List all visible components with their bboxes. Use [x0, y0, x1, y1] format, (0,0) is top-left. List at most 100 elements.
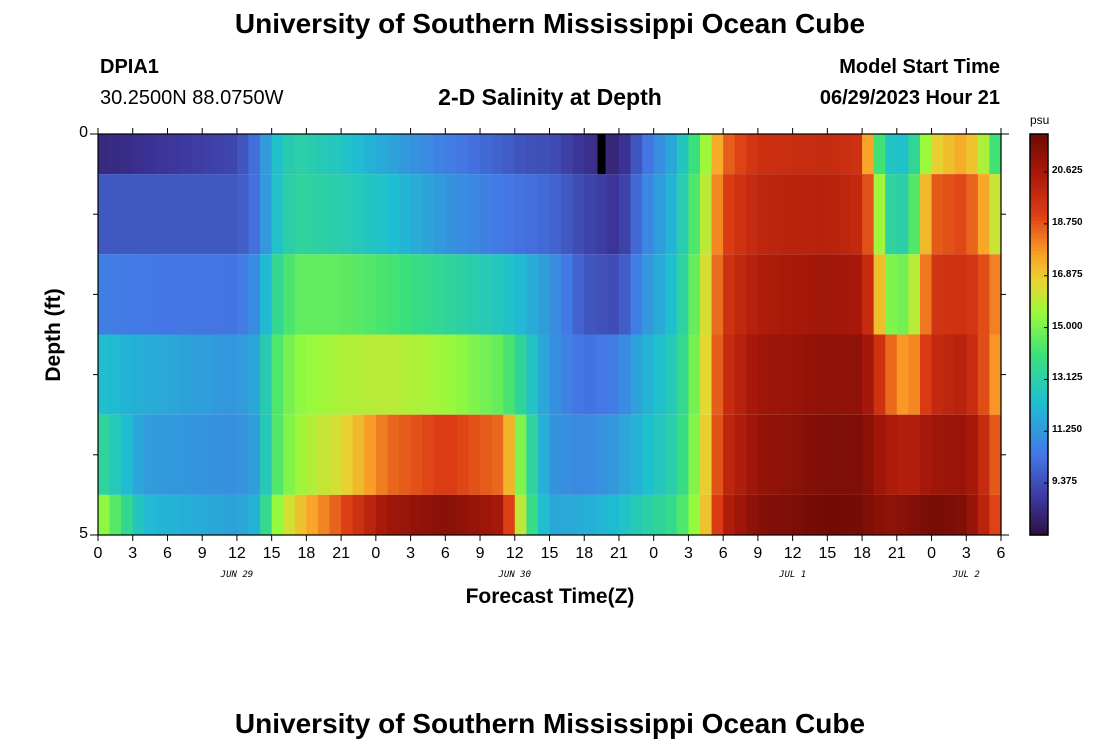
heatmap-cell [317, 334, 331, 415]
heatmap-cell [167, 174, 180, 255]
colorbar-segment [1030, 257, 1048, 262]
colorbar-segment [1030, 274, 1048, 279]
x-tick-label: 3 [128, 545, 138, 562]
colorbar-segment [1030, 157, 1048, 162]
heatmap-cell [213, 174, 226, 255]
heatmap-cell [561, 494, 574, 535]
colorbar-frame [1029, 133, 1049, 536]
heatmap-cell [607, 414, 620, 495]
colorbar-segment [1030, 451, 1048, 456]
colorbar-segment [1030, 387, 1048, 392]
heatmap-cell [792, 414, 805, 495]
colorbar-segment [1030, 337, 1048, 342]
heatmap-cell [236, 414, 250, 495]
colorbar-segment [1030, 408, 1048, 412]
heatmap-cell [989, 174, 1002, 255]
heatmap-cell [723, 334, 736, 415]
heatmap-cell [155, 134, 169, 175]
dark-marker [597, 134, 606, 175]
heatmap-cell [769, 254, 782, 335]
heatmap-cell [954, 134, 967, 175]
heatmap-cell [468, 254, 481, 335]
heatmap-cell [144, 254, 157, 335]
heatmap-cell [526, 494, 539, 535]
heatmap-cell [746, 254, 759, 335]
colorbar-tick-label: 15.000 [1052, 320, 1083, 332]
colorbar-segment [1030, 311, 1048, 316]
heatmap-cell [943, 254, 956, 335]
colorbar-segment [1030, 347, 1048, 352]
heatmap-cell [410, 494, 423, 535]
colorbar-segment [1030, 174, 1048, 179]
heatmap-cell [225, 334, 238, 415]
heatmap-cell [757, 494, 771, 535]
y-axis-label: Depth (ft) [42, 288, 65, 382]
heatmap-cell [757, 414, 771, 495]
heatmap-cell [885, 134, 898, 175]
date-label: JUN 29 [220, 570, 254, 580]
heatmap-cell [665, 174, 678, 255]
heatmap-cell [769, 494, 782, 535]
heatmap-cell [572, 134, 585, 175]
heatmap-cell [306, 334, 319, 415]
heatmap-cell [885, 494, 898, 535]
heatmap-cell [526, 334, 539, 415]
heatmap-cell [838, 254, 852, 335]
colorbar-segment [1030, 194, 1048, 199]
heatmap-cell [503, 134, 516, 175]
heatmap-cell [618, 334, 632, 415]
heatmap-cell [896, 494, 909, 535]
heatmap-cell [422, 134, 435, 175]
heatmap-cell [769, 134, 782, 175]
heatmap-cell [954, 174, 967, 255]
heatmap-cell [399, 134, 412, 175]
x-tick-label: 15 [262, 545, 281, 562]
model-start-time: 06/29/2023 Hour 21 [819, 87, 1000, 109]
x-tick-label: 9 [753, 545, 763, 562]
colorbar-segment [1030, 150, 1048, 155]
heatmap-cell [317, 254, 331, 335]
colorbar-segment [1030, 177, 1048, 182]
heatmap-cell [642, 414, 655, 495]
heatmap-cell [445, 174, 458, 255]
heatmap-cell [422, 334, 435, 415]
heatmap-cell [595, 494, 608, 535]
heatmap-cell [306, 494, 319, 535]
colorbar-segment [1030, 491, 1048, 496]
heatmap-cell [642, 334, 655, 415]
heatmap-cell [410, 174, 423, 255]
colorbar-segment [1030, 418, 1048, 422]
colorbar-segment [1030, 287, 1048, 292]
heatmap-cell [711, 414, 724, 495]
heatmap-cell [364, 254, 377, 335]
x-axis-ticks [97, 128, 1002, 541]
heatmap-cell [236, 134, 250, 175]
heatmap-cell [700, 414, 713, 495]
colorbar-segment [1030, 190, 1048, 195]
heatmap-cell [422, 494, 435, 535]
colorbar-segment [1030, 134, 1048, 138]
heatmap-cell [503, 334, 516, 415]
heatmap-cell [248, 414, 261, 495]
heatmap-cell [399, 494, 412, 535]
heatmap-cell [931, 174, 944, 255]
heatmap-cell [896, 414, 909, 495]
heatmap-cell [885, 334, 898, 415]
heatmap-cell [375, 254, 389, 335]
colorbar [1029, 133, 1049, 536]
heatmap-cell [456, 254, 470, 335]
heatmap-cell [144, 414, 157, 495]
heatmap-cell [873, 334, 886, 415]
x-axis-label: Forecast Time(Z) [0, 585, 1100, 609]
heatmap-cell [584, 134, 597, 175]
heatmap-cell [919, 254, 933, 335]
colorbar-segment [1030, 214, 1048, 219]
heatmap-cell [676, 174, 690, 255]
y-tick-label: 0 [79, 124, 88, 141]
heatmap-cell [630, 134, 643, 175]
heatmap-cell [155, 174, 169, 255]
x-tick-label: 21 [610, 545, 628, 562]
heatmap-cell [630, 334, 643, 415]
heatmap-cell [804, 134, 817, 175]
colorbar-segment [1030, 140, 1048, 145]
